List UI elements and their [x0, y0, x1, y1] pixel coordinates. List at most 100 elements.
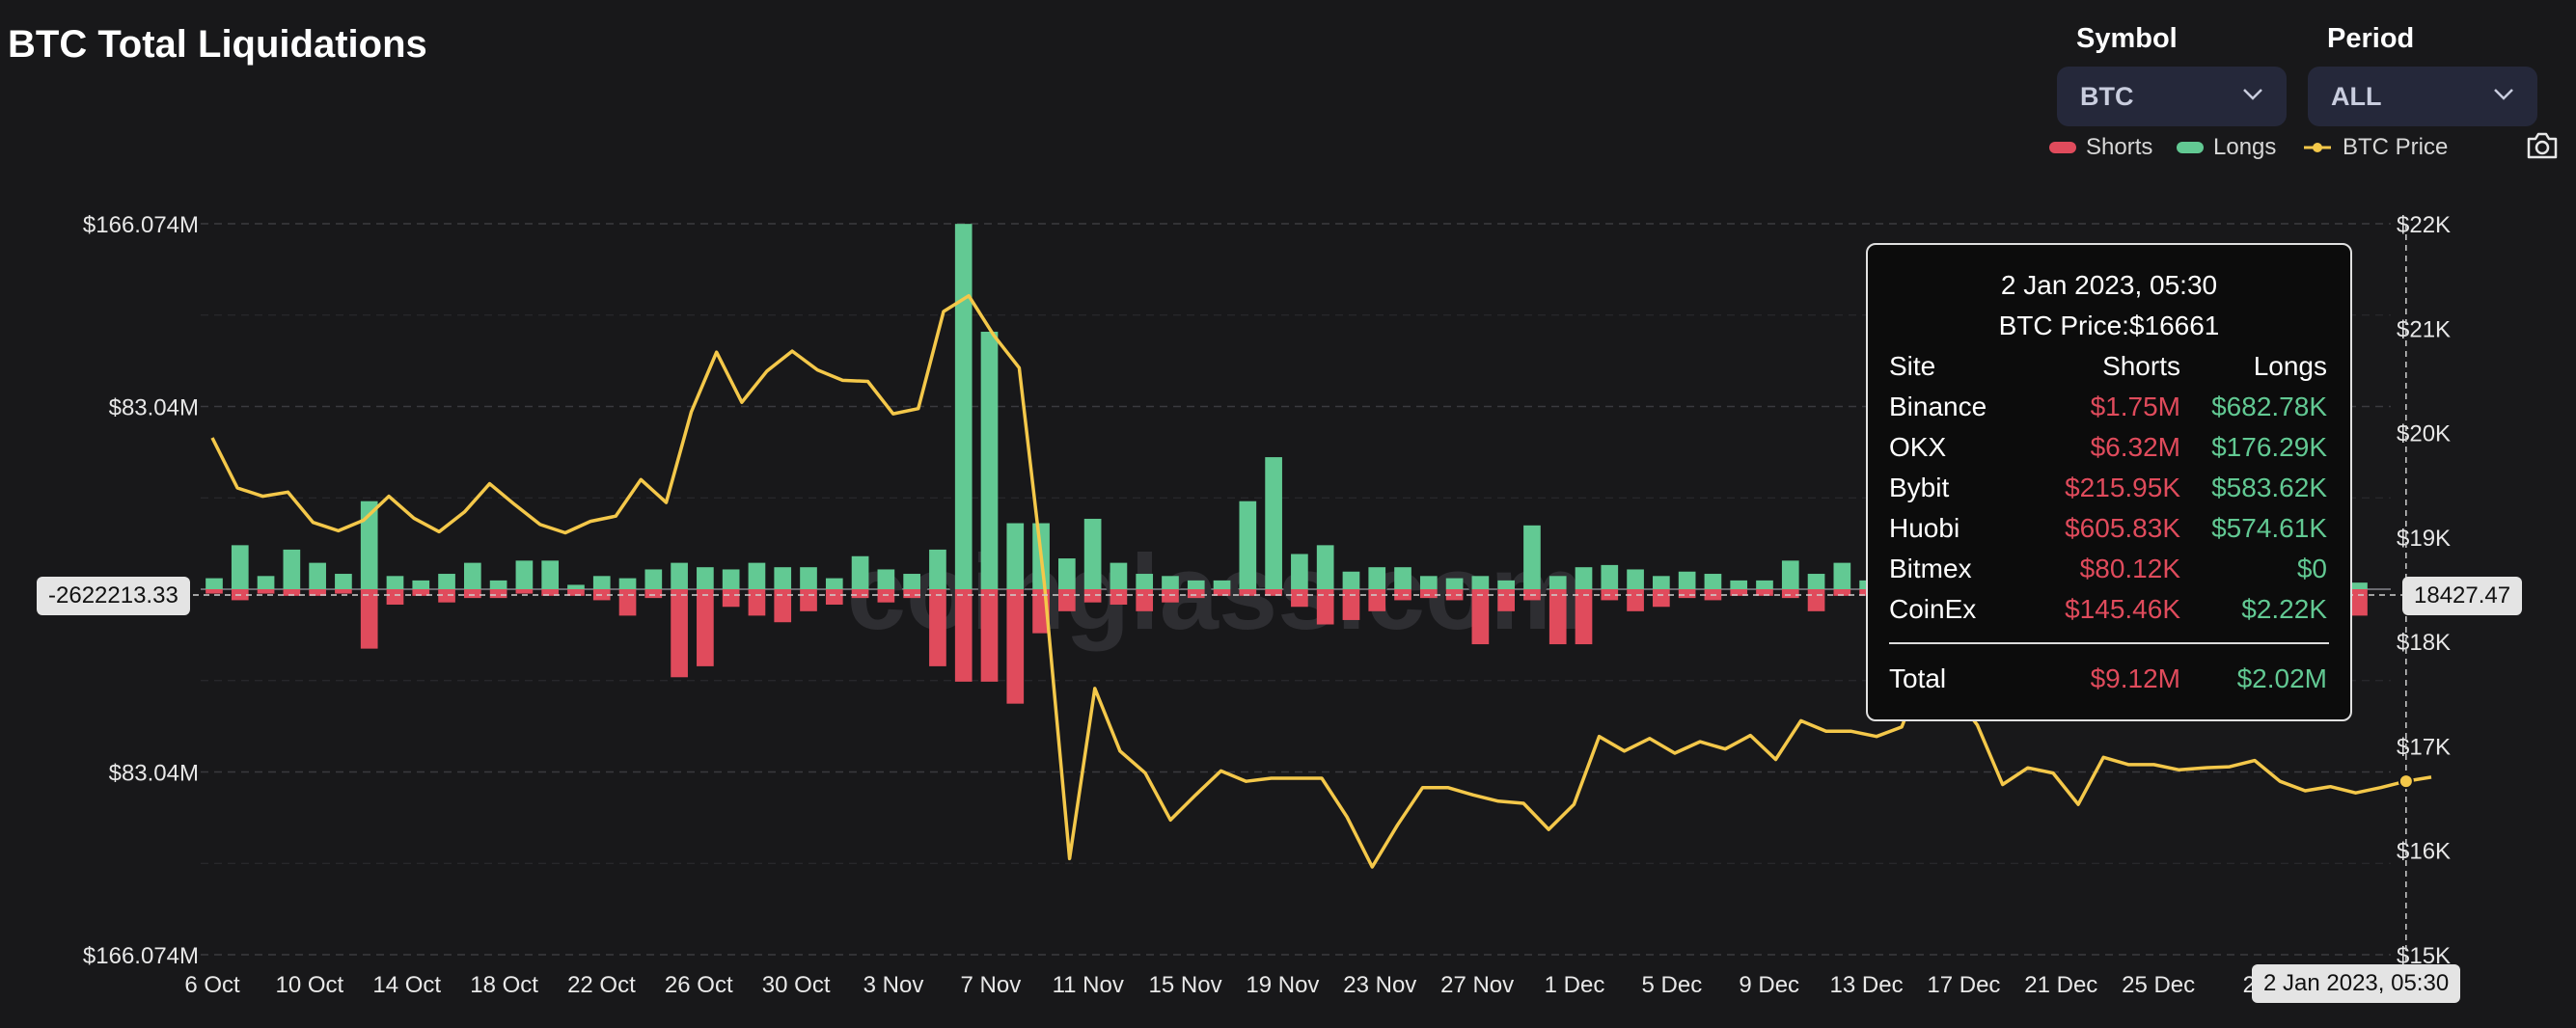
symbol-select[interactable]: BTC	[2057, 67, 2287, 126]
short-bar	[1678, 589, 1696, 599]
short-bar	[489, 589, 507, 599]
long-bar	[877, 569, 895, 589]
long-bar	[774, 567, 792, 589]
shorts-swatch	[2049, 142, 2076, 153]
long-bar	[1291, 554, 1308, 589]
short-bar	[1627, 589, 1644, 611]
long-bar	[1110, 562, 1128, 589]
long-bar	[1807, 574, 1825, 589]
tooltip-longs: $574.61K	[2211, 513, 2327, 543]
short-bar	[671, 589, 688, 678]
period-label: Period	[2327, 23, 2415, 54]
short-bar	[1187, 589, 1205, 599]
long-bar	[1316, 545, 1334, 589]
x-axis-tick-label: 15 Nov	[1149, 972, 1222, 998]
legend-item-longs[interactable]: Longs	[2177, 134, 2276, 161]
short-bar	[851, 589, 869, 599]
short-bar	[618, 589, 637, 616]
camera-icon[interactable]	[2526, 131, 2559, 160]
short-bar	[1756, 589, 1773, 596]
legend-item-shorts[interactable]: Shorts	[2049, 134, 2152, 161]
tooltip-header-shorts: Shorts	[2102, 351, 2180, 381]
tooltip-header-row: Site Shorts Longs	[1868, 351, 2350, 386]
short-bar	[1342, 589, 1360, 620]
right-axis-tick-label: $20K	[2397, 421, 2451, 447]
long-bar	[1342, 571, 1360, 589]
x-axis-tick-label: 30 Oct	[762, 972, 831, 998]
long-bar	[1083, 518, 1102, 589]
page-title: BTC Total Liquidations	[8, 23, 427, 66]
long-bar	[1523, 525, 1541, 589]
right-axis-tick-label: $18K	[2397, 630, 2451, 656]
long-bar	[1006, 523, 1025, 589]
crosshair-x-label: 2 Jan 2023, 05:30	[2252, 964, 2461, 1003]
period-select[interactable]: ALL	[2308, 67, 2537, 126]
long-bar	[1368, 567, 1386, 589]
short-bar	[1083, 589, 1102, 603]
longs-swatch	[2177, 142, 2204, 153]
long-bar	[257, 576, 275, 589]
right-axis-tick-label: $16K	[2397, 839, 2451, 865]
right-axis-tick-label: $21K	[2397, 316, 2451, 342]
tooltip-row: OKX $6.32M $176.29K	[1868, 432, 2350, 467]
short-bar	[1575, 589, 1593, 645]
long-bar	[1678, 571, 1696, 589]
short-bar	[1548, 589, 1567, 645]
tooltip-site: Bybit	[1889, 473, 1950, 502]
short-bar	[1006, 589, 1025, 704]
crosshair-left-label: -2622213.33	[37, 577, 190, 615]
left-axis-tick-label: $83.04M	[109, 761, 199, 787]
legend-label-shorts: Shorts	[2086, 134, 2153, 160]
symbol-select-value: BTC	[2080, 82, 2134, 111]
long-bar	[1627, 569, 1644, 589]
x-axis-tick-label: 23 Nov	[1343, 972, 1416, 998]
tooltip-shorts: $1.75M	[2090, 392, 2180, 421]
long-bar	[1445, 578, 1464, 589]
legend-label-longs: Longs	[2213, 134, 2277, 160]
short-bar	[1239, 589, 1257, 596]
short-bar	[1291, 589, 1308, 608]
long-bar	[1419, 576, 1438, 589]
x-axis-tick-label: 3 Nov	[863, 972, 924, 998]
short-bar	[644, 589, 663, 599]
long-bar	[463, 562, 481, 589]
long-bar	[1756, 580, 1773, 589]
long-bar	[851, 555, 869, 589]
left-axis-tick-label: $83.04M	[109, 394, 199, 420]
short-bar	[438, 589, 455, 603]
x-axis-tick-label: 19 Nov	[1246, 972, 1319, 998]
tooltip-shorts: $215.95K	[2065, 473, 2180, 502]
x-axis-tick-label: 5 Dec	[1642, 972, 1703, 998]
tooltip-longs: $0	[2296, 554, 2327, 583]
long-bar	[929, 549, 946, 589]
short-bar	[1730, 589, 1748, 596]
short-bar	[1213, 589, 1231, 596]
tooltip-longs: $583.62K	[2211, 473, 2327, 502]
long-bar	[231, 545, 249, 589]
chevron-down-icon	[2243, 89, 2262, 100]
short-bar	[903, 589, 920, 599]
x-axis-tick-label: 27 Nov	[1440, 972, 1514, 998]
short-bar	[697, 589, 714, 666]
short-bar	[954, 589, 973, 682]
tooltip-divider	[1889, 642, 2329, 644]
legend-item-btc-price[interactable]: BTC Price	[2302, 134, 2448, 161]
short-bar	[1471, 589, 1490, 645]
tooltip-total-longs: $2.02M	[2236, 663, 2327, 693]
short-bar	[206, 589, 223, 594]
short-bar	[309, 589, 326, 596]
long-bar	[980, 331, 999, 589]
long-bar	[644, 569, 663, 589]
tooltip-date: 2 Jan 2023, 05:30	[2000, 270, 2218, 300]
long-bar	[515, 560, 534, 589]
tooltip-shorts: $6.32M	[2090, 432, 2180, 462]
btc-price-swatch	[2304, 143, 2331, 152]
long-bar	[386, 576, 404, 589]
tooltip-row: Bitmex $80.12K $0	[1868, 554, 2350, 588]
short-bar	[748, 589, 766, 616]
long-bar	[1471, 576, 1490, 589]
x-axis-tick-label: 7 Nov	[961, 972, 1022, 998]
tooltip-site: CoinEx	[1889, 594, 1977, 624]
long-bar	[1601, 564, 1619, 589]
